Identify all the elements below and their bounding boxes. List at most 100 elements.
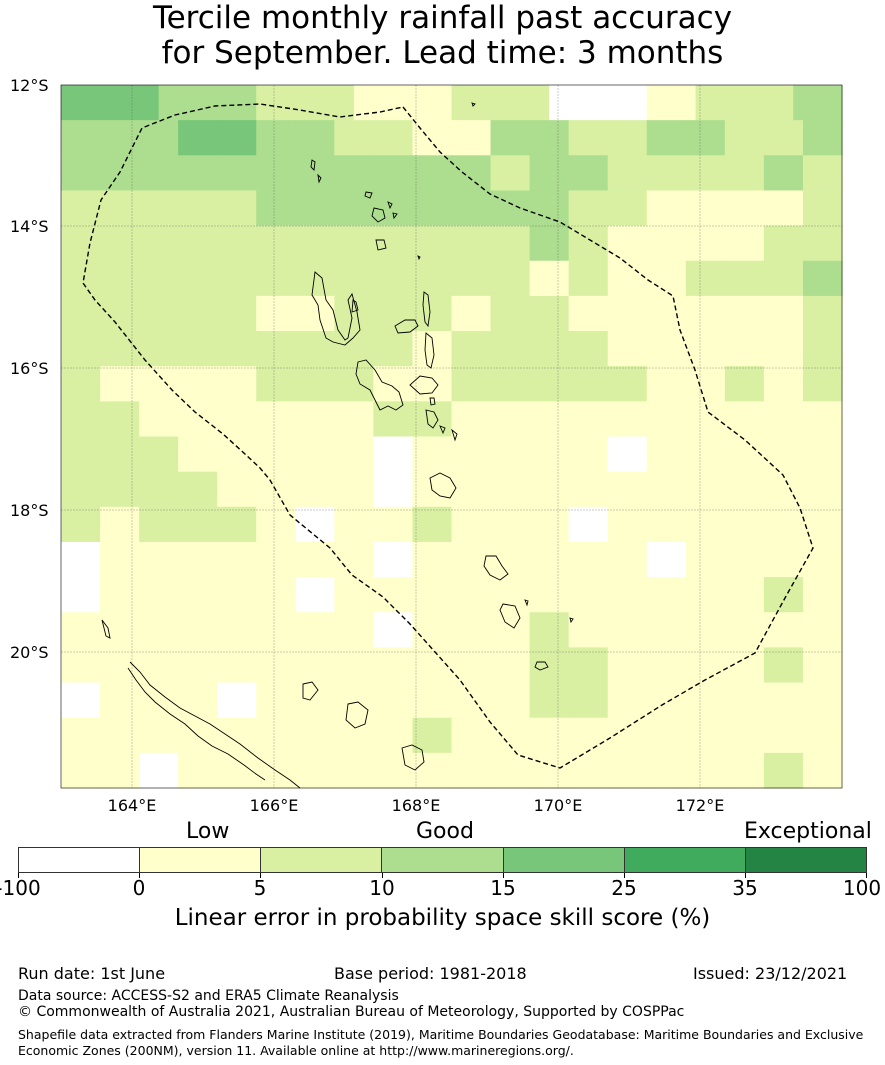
island-erromango xyxy=(483,555,509,581)
map-cell xyxy=(451,85,501,121)
map-cell xyxy=(607,541,648,578)
map-cell xyxy=(139,577,179,613)
map-cell xyxy=(373,295,414,332)
map-cell xyxy=(217,120,257,156)
lon-label-172e: 172°E xyxy=(675,796,725,815)
map-cell xyxy=(100,295,140,332)
colorbar-segment xyxy=(382,848,504,872)
map-cell xyxy=(256,436,296,473)
map-cell xyxy=(490,225,531,262)
map-cell xyxy=(451,682,492,719)
map-cell xyxy=(334,612,374,648)
map-cell xyxy=(217,331,257,367)
map-cell xyxy=(646,752,687,789)
map-cell xyxy=(802,541,843,578)
map-cell xyxy=(373,541,414,578)
map-cell xyxy=(61,295,101,332)
map-cell xyxy=(61,471,101,508)
map-cell xyxy=(763,752,804,789)
map-cell xyxy=(61,647,101,684)
map-cell xyxy=(529,331,570,367)
colorbar-tick: 35 xyxy=(732,876,758,900)
map-cell xyxy=(724,506,765,543)
colorbar-tick: 10 xyxy=(369,876,395,900)
map-cell xyxy=(568,155,609,192)
map-cell xyxy=(256,366,296,402)
map-cell xyxy=(139,295,179,332)
map-cell xyxy=(490,366,531,402)
colorbar-segment xyxy=(624,848,746,872)
map-cell xyxy=(490,682,531,719)
map-cell xyxy=(295,190,335,227)
map-cell xyxy=(646,541,687,578)
lat-label-12s: 12°S xyxy=(10,76,49,95)
map-cell xyxy=(139,260,179,297)
map-cell xyxy=(568,506,609,543)
data-source: Data source: ACCESS-S2 and ERA5 Climate … xyxy=(18,988,399,1004)
map-cell xyxy=(802,577,843,613)
map-cell xyxy=(763,331,804,367)
island-efate xyxy=(429,472,457,499)
map-cell xyxy=(412,436,453,473)
lat-label-20s: 20°S xyxy=(10,643,49,662)
colorbar xyxy=(18,847,867,873)
map-cell xyxy=(529,577,570,613)
map-cell xyxy=(490,647,531,684)
map-cell xyxy=(412,190,453,227)
map-cell xyxy=(178,260,218,297)
map-cell xyxy=(334,366,374,402)
map-cell xyxy=(490,577,531,613)
colorbar-category-low: Low xyxy=(186,819,230,844)
island-gaua xyxy=(371,207,386,223)
map-cell xyxy=(646,225,687,262)
map-cell xyxy=(490,260,531,297)
map-cell xyxy=(490,331,531,367)
map-cell xyxy=(139,506,179,543)
map-cell xyxy=(724,331,765,367)
map-cell xyxy=(334,225,374,262)
island-lifou xyxy=(345,701,369,729)
map-cell xyxy=(61,436,101,473)
map-cell xyxy=(685,331,726,367)
map-cell xyxy=(256,647,296,684)
map-cell xyxy=(607,506,648,543)
map-cell xyxy=(685,190,726,227)
map-cell xyxy=(490,541,531,578)
map-cell xyxy=(412,155,453,192)
map-cell xyxy=(490,120,531,156)
map-cell xyxy=(217,436,257,473)
map-cell xyxy=(373,612,414,648)
map-cell xyxy=(646,436,687,473)
island-tongoa xyxy=(439,425,446,435)
map-cell xyxy=(607,647,648,684)
map-cell xyxy=(529,120,570,156)
island-malo xyxy=(351,299,359,313)
map-cell xyxy=(178,331,218,367)
map-cell xyxy=(100,331,140,367)
map-cell xyxy=(646,471,687,508)
map-cell xyxy=(802,647,843,684)
colorbar-segment xyxy=(503,848,625,872)
map-cell xyxy=(451,506,492,543)
map-cell xyxy=(451,717,492,754)
map-cell xyxy=(568,190,609,227)
map-cell xyxy=(373,225,414,262)
map-cell xyxy=(256,85,306,121)
map-cell xyxy=(139,120,179,156)
island-emae xyxy=(451,428,458,442)
map-cell xyxy=(295,471,335,508)
new-caledonia xyxy=(127,661,301,789)
map-cell xyxy=(685,471,726,508)
map-title-line1: Tercile monthly rainfall past accuracy xyxy=(152,0,733,36)
colorbar-segment xyxy=(19,848,141,872)
map-cell xyxy=(724,752,765,789)
map-cell xyxy=(412,752,453,789)
map-cell xyxy=(451,752,492,789)
map-cell xyxy=(178,612,218,648)
map-cell xyxy=(685,225,726,262)
map-cell xyxy=(295,612,335,648)
map-cell xyxy=(529,541,570,578)
map-cell xyxy=(685,752,726,789)
map-cell xyxy=(100,225,140,262)
map-cell xyxy=(607,752,648,789)
